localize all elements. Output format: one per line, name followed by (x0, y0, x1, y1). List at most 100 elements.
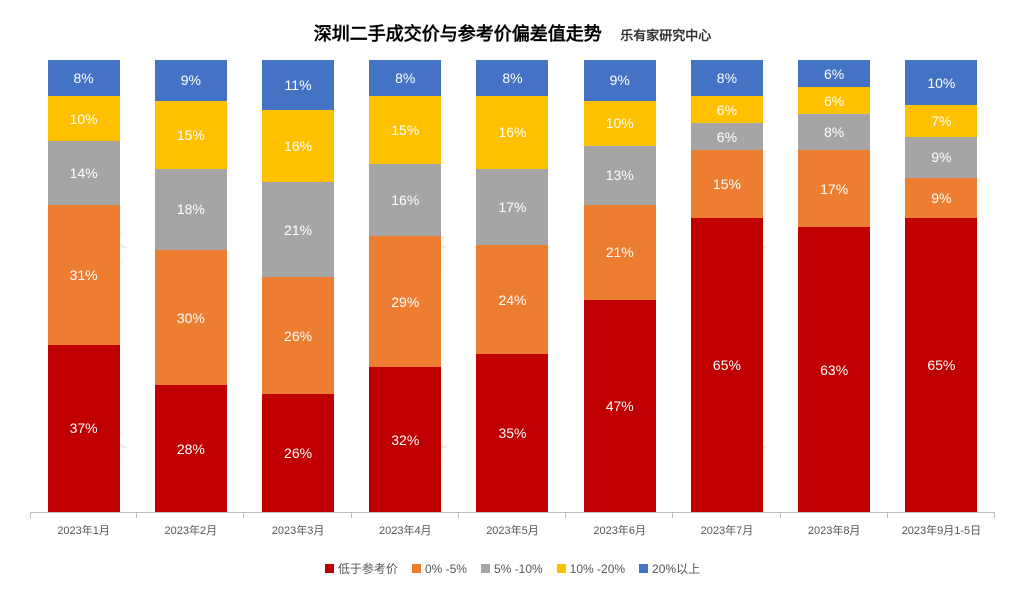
bar-segment-label: 15% (391, 122, 419, 138)
legend-swatch (639, 564, 648, 573)
legend-label: 20%以上 (652, 560, 700, 577)
bar-segment-label: 8% (717, 70, 737, 86)
bar-segment: 17% (798, 150, 870, 227)
bar-slot: 26%26%21%16%11% (244, 60, 351, 512)
bar-segment-label: 8% (395, 70, 415, 86)
x-tick-label: 2023年4月 (379, 522, 432, 538)
bar-segment-label: 15% (713, 176, 741, 192)
legend-swatch (557, 564, 566, 573)
bar-segment: 28% (155, 385, 227, 512)
bar-segment: 16% (476, 96, 548, 168)
bar-segment: 37% (48, 345, 120, 512)
bar-segment: 6% (691, 96, 763, 123)
bar-segment: 9% (155, 60, 227, 101)
bar-segment: 8% (48, 60, 120, 96)
bar-segment: 15% (691, 150, 763, 218)
x-tick-label: 2023年7月 (701, 522, 754, 538)
bar-segment: 17% (476, 169, 548, 246)
bar-segment-label: 65% (713, 357, 741, 373)
legend-label: 0% -5% (425, 562, 467, 576)
bar-segment-label: 16% (391, 192, 419, 208)
bar-segment-label: 29% (391, 294, 419, 310)
bar-slot: 63% 17% 8% 6% 6% (781, 60, 888, 512)
bar-segment-label: 17% (498, 199, 526, 215)
bar-segment-label: 16% (498, 124, 526, 140)
legend-swatch (325, 564, 334, 573)
bar-slot: 65% 15% 6%6% 8% (673, 60, 780, 512)
bar-segment-label: 6% (824, 66, 844, 82)
x-tick: 2023年4月 (352, 512, 459, 539)
bar-segment: 8% (369, 60, 441, 96)
x-tick: 2023年9月1-5日 (888, 512, 995, 539)
bar-segment: 65% (905, 218, 977, 512)
bar-segment-label: 17% (820, 181, 848, 197)
bar-segment-label: 10% (70, 111, 98, 127)
x-tick-label: 2023年5月 (486, 522, 539, 538)
bar-segment-label: 32% (391, 432, 419, 448)
bar-segment: 16% (262, 110, 334, 182)
stacked-bar-chart: 乐有家Leyoujia.com乐有家Leyoujia.com乐有家Leyouji… (0, 0, 1025, 599)
bar-segment-label: 26% (284, 328, 312, 344)
x-tick: 2023年6月 (566, 512, 673, 539)
bar-slot: 37%31%14%10%8% (30, 60, 137, 512)
x-tick: 2023年2月 (137, 512, 244, 539)
bar-slot: 32% 29% 16% 15% 8% (352, 60, 459, 512)
bar-segment-label: 31% (70, 267, 98, 283)
legend-swatch (412, 564, 421, 573)
bar-segment: 21% (262, 182, 334, 277)
x-tick-label: 2023年9月1-5日 (902, 522, 982, 538)
bar: 63% 17% 8% 6% 6% (798, 60, 870, 512)
bar: 35% 24% 17% 16% 8% (476, 60, 548, 512)
x-tick-label: 2023年3月 (272, 522, 325, 538)
bar-segment: 9% (584, 60, 656, 101)
bar-segment: 7% (905, 105, 977, 137)
legend-item: 20%以上 (639, 560, 700, 577)
bar: 28%30%18%15%9% (155, 60, 227, 512)
bar-segment-label: 6% (824, 93, 844, 109)
bar-segment: 26% (262, 394, 334, 512)
bar-segment-label: 26% (284, 445, 312, 461)
bar-segment: 24% (476, 245, 548, 353)
bar-segment-label: 8% (824, 124, 844, 140)
bar-segment: 26% (262, 277, 334, 395)
bar-segment-label: 8% (502, 70, 522, 86)
bar-segment: 15% (155, 101, 227, 169)
bar-segment: 21% (584, 205, 656, 300)
bar-segment-label: 21% (606, 244, 634, 260)
bar-segment-label: 21% (284, 222, 312, 238)
x-tick-label: 2023年6月 (593, 522, 646, 538)
bar-segment-label: 35% (498, 425, 526, 441)
legend-label: 低于参考价 (338, 560, 398, 577)
bar-segment: 18% (155, 169, 227, 250)
bar-segment: 16% (369, 164, 441, 236)
legend-label: 10% -20% (570, 562, 625, 576)
bar-slot: 65%9%9%7%10% (888, 60, 995, 512)
bar-segment-label: 37% (70, 420, 98, 436)
x-tick-label: 2023年8月 (808, 522, 861, 538)
bar-segment-label: 16% (284, 138, 312, 154)
legend-item: 低于参考价 (325, 560, 398, 577)
bar-slot: 47%21%13%10%9% (566, 60, 673, 512)
bar-segment: 9% (905, 178, 977, 219)
x-axis: 2023年1月2023年2月 2023年3月 2023年4月 2023年5月 2023年… (30, 512, 995, 539)
legend: 低于参考价0% -5%5% -10%10% -20%20%以上 (0, 560, 1025, 577)
bar-segment-label: 9% (931, 149, 951, 165)
bar-segment: 63% (798, 227, 870, 512)
x-tick: 2023年1月 (30, 512, 137, 539)
bar-segment: 13% (584, 146, 656, 205)
bar-segment: 35% (476, 354, 548, 512)
bar: 32% 29% 16% 15% 8% (369, 60, 441, 512)
bar-segment-label: 13% (606, 167, 634, 183)
bar-segment-label: 7% (931, 113, 951, 129)
x-tick: 2023年8月 (781, 512, 888, 539)
bar-segment: 15% (369, 96, 441, 164)
bar-segment-label: 24% (498, 292, 526, 308)
bar-segment: 9% (905, 137, 977, 178)
bar-segment: 29% (369, 236, 441, 367)
legend-item: 10% -20% (557, 560, 625, 577)
bar-segment: 6% (691, 123, 763, 150)
bar-segment-label: 65% (927, 357, 955, 373)
bars-row: 37%31%14%10%8%28%30%18%15%9%26%26%21%16%… (30, 60, 995, 512)
chart-title-row: 深圳二手成交价与参考价偏差值走势 乐有家研究中心 (0, 20, 1025, 46)
bar-segment: 32% (369, 367, 441, 512)
